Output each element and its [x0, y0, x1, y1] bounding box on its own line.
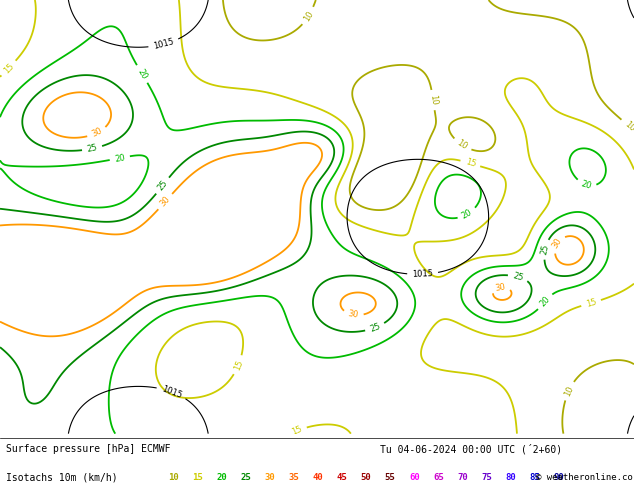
Text: 70: 70 — [457, 473, 468, 482]
Text: 15: 15 — [585, 297, 597, 309]
Text: 80: 80 — [505, 473, 516, 482]
Text: 10: 10 — [168, 473, 179, 482]
Text: Isotachs 10m (km/h): Isotachs 10m (km/h) — [6, 472, 118, 483]
Text: 75: 75 — [481, 473, 492, 482]
Text: Tu 04-06-2024 00:00 UTC (´2+60): Tu 04-06-2024 00:00 UTC (´2+60) — [380, 444, 562, 455]
Text: 55: 55 — [385, 473, 396, 482]
Text: 25: 25 — [240, 473, 251, 482]
Text: 10: 10 — [562, 384, 575, 397]
Text: 25: 25 — [156, 179, 169, 193]
Text: 90: 90 — [553, 473, 564, 482]
Text: 1015: 1015 — [160, 384, 183, 400]
Text: 10: 10 — [455, 138, 469, 152]
Text: 25: 25 — [512, 271, 524, 283]
Text: 1015: 1015 — [412, 269, 434, 279]
Text: 20: 20 — [580, 179, 593, 191]
Text: 10: 10 — [428, 94, 438, 106]
Text: 30: 30 — [264, 473, 275, 482]
Text: 35: 35 — [288, 473, 299, 482]
Text: 30: 30 — [495, 282, 507, 293]
Text: 60: 60 — [409, 473, 420, 482]
Text: 85: 85 — [529, 473, 540, 482]
Text: 15: 15 — [232, 358, 245, 371]
Text: 10: 10 — [623, 120, 634, 133]
Text: 10: 10 — [302, 9, 315, 23]
Text: 30: 30 — [158, 195, 172, 209]
Text: © weatheronline.co.uk: © weatheronline.co.uk — [536, 473, 634, 482]
Text: 40: 40 — [313, 473, 323, 482]
Text: 65: 65 — [433, 473, 444, 482]
Text: 45: 45 — [337, 473, 347, 482]
Text: 20: 20 — [216, 473, 227, 482]
Text: 1015: 1015 — [152, 37, 175, 51]
Text: Surface pressure [hPa] ECMWF: Surface pressure [hPa] ECMWF — [6, 444, 171, 454]
Text: 20: 20 — [136, 67, 148, 81]
Text: 25: 25 — [368, 321, 382, 334]
Text: 30: 30 — [90, 126, 104, 139]
Text: 15: 15 — [464, 158, 477, 169]
Text: 25: 25 — [540, 244, 551, 255]
Text: 20: 20 — [538, 295, 552, 309]
Text: 15: 15 — [290, 425, 304, 437]
Text: 30: 30 — [347, 309, 359, 320]
Text: 50: 50 — [361, 473, 372, 482]
Text: 20: 20 — [113, 153, 126, 164]
Text: 30: 30 — [551, 237, 564, 250]
Text: 20: 20 — [460, 208, 474, 220]
Text: 15: 15 — [192, 473, 203, 482]
Text: 15: 15 — [2, 61, 16, 75]
Text: 25: 25 — [86, 143, 98, 154]
